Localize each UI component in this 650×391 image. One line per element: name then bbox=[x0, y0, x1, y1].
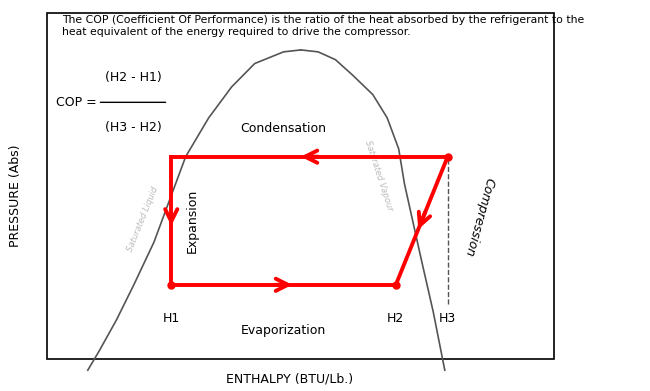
Text: COP =: COP = bbox=[56, 96, 101, 109]
Text: Saturated Vapour: Saturated Vapour bbox=[363, 140, 394, 212]
Text: Expansion: Expansion bbox=[186, 188, 199, 253]
Text: H1: H1 bbox=[162, 312, 180, 325]
Text: H2: H2 bbox=[387, 312, 404, 325]
Text: H3: H3 bbox=[439, 312, 456, 325]
Text: Saturated Liquid: Saturated Liquid bbox=[125, 185, 160, 253]
Text: Evaporization: Evaporization bbox=[241, 324, 326, 337]
Text: Compression: Compression bbox=[462, 176, 496, 258]
Text: (H2 - H1): (H2 - H1) bbox=[105, 71, 161, 84]
Text: (H3 - H2): (H3 - H2) bbox=[105, 121, 161, 134]
Bar bbox=[47, 13, 554, 359]
Text: PRESSURE (Abs): PRESSURE (Abs) bbox=[9, 144, 22, 247]
Text: Condensation: Condensation bbox=[240, 122, 326, 135]
Text: ENTHALPY (BTU/Lb.): ENTHALPY (BTU/Lb.) bbox=[226, 373, 353, 386]
Text: The COP (Coefficient Of Performance) is the ratio of the heat absorbed by the re: The COP (Coefficient Of Performance) is … bbox=[62, 15, 584, 37]
